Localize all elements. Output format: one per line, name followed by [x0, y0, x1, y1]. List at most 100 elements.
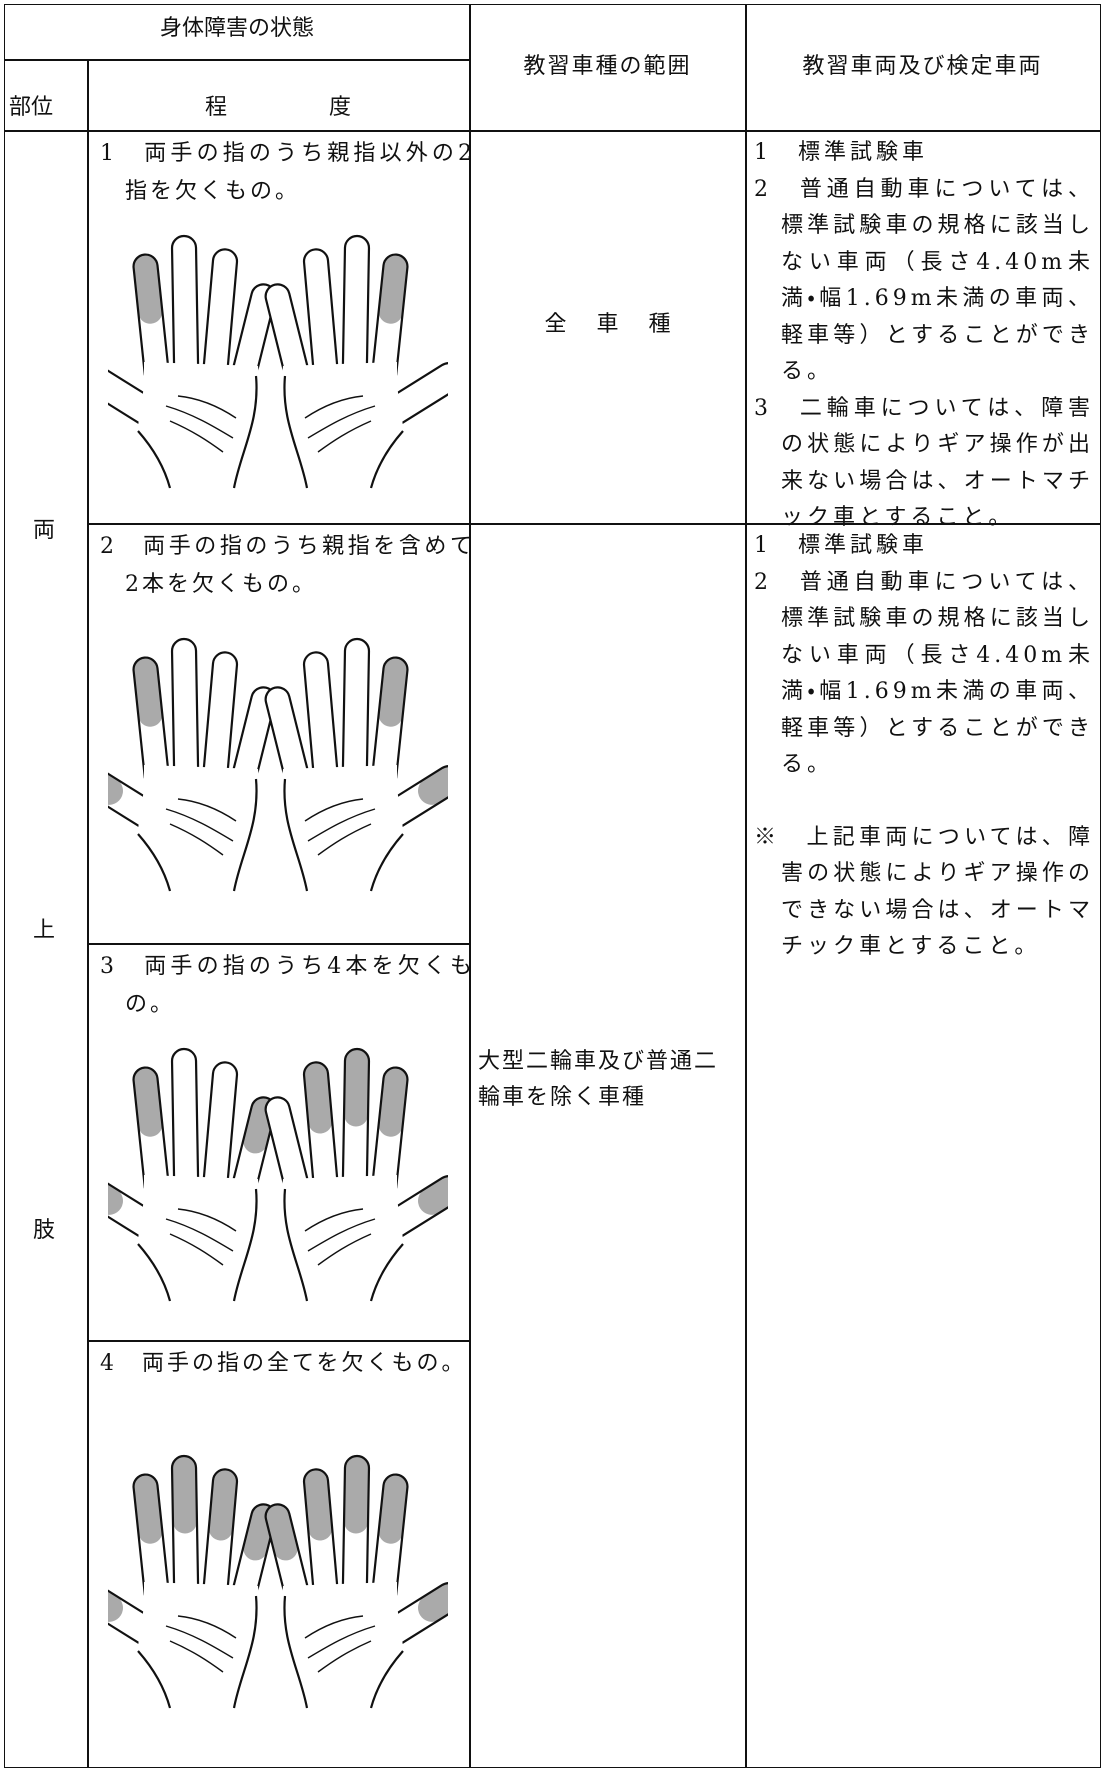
finger — [341, 234, 371, 372]
finger-outline — [170, 234, 200, 370]
finger — [371, 1473, 409, 1597]
hands-illustration — [108, 234, 448, 489]
palm-crease — [165, 1208, 237, 1266]
finger-outline — [380, 1175, 448, 1242]
palm-edge — [283, 1595, 309, 1709]
finger-shape — [204, 1062, 237, 1188]
finger-outline — [380, 1582, 448, 1649]
palm — [281, 765, 403, 891]
missing-finger — [344, 1049, 369, 1127]
part-char: 上 — [33, 918, 56, 943]
palm-edge — [232, 375, 258, 489]
finger-shape — [172, 1049, 198, 1185]
hand — [264, 234, 448, 489]
finger-outline — [341, 234, 371, 370]
finger-shape — [265, 687, 309, 788]
finger — [341, 1454, 371, 1592]
palm — [281, 1582, 403, 1708]
vehicles-item: 1 標準試験車 — [754, 533, 928, 558]
finger-shape — [265, 284, 309, 385]
missing-finger — [208, 1469, 237, 1541]
palm-crease — [165, 395, 237, 453]
part-char: 両 — [33, 518, 56, 543]
finger-outline — [264, 1096, 312, 1198]
palm-crease — [165, 1615, 237, 1673]
finger — [170, 1047, 200, 1185]
finger — [170, 234, 200, 372]
finger — [380, 1175, 448, 1242]
finger-outline — [170, 637, 200, 773]
finger — [170, 1454, 200, 1592]
finger — [132, 656, 170, 780]
finger-outline — [380, 362, 448, 429]
finger-outline — [302, 651, 339, 777]
header-range: 教習車種の範囲 — [523, 54, 692, 79]
finger-outline — [302, 248, 339, 374]
finger-shape — [384, 363, 448, 423]
finger — [132, 1066, 170, 1190]
header-vehicles-cell: 教習車両及び検定車両 — [745, 4, 1101, 132]
finger — [108, 765, 161, 832]
hands-illustration — [108, 637, 448, 892]
finger — [341, 1047, 371, 1185]
palm — [138, 1582, 260, 1708]
finger-outline — [302, 1468, 339, 1594]
header-degree: 程 度 — [204, 95, 391, 120]
range-text: 全 車 種 — [544, 312, 675, 337]
vehicles-cell: 1 標準試験車 2 普通自動車については、標準試験車の規格に該当しない車両（長さ… — [745, 130, 1101, 530]
range-cell: 大型二輪車及び普通二輪車を除く車種 — [469, 523, 747, 1768]
header-condition: 身体障害の状態 — [159, 16, 314, 41]
palm-edge — [283, 1188, 309, 1302]
palm-crease — [304, 1615, 376, 1673]
header-condition-cell: 身体障害の状態 — [4, 4, 471, 61]
vehicles-item: 1 標準試験車 — [754, 140, 928, 165]
palm-edge — [137, 1243, 172, 1302]
palm-edge — [369, 833, 404, 892]
finger — [202, 1061, 239, 1188]
palm-crease — [304, 395, 376, 453]
hand — [108, 1047, 277, 1302]
finger — [108, 362, 161, 429]
finger — [380, 765, 448, 832]
missing-finger — [304, 1062, 333, 1134]
finger — [371, 253, 409, 377]
missing-finger — [344, 1456, 369, 1534]
palm-edge — [232, 1188, 258, 1302]
finger-shape — [172, 639, 198, 775]
finger-shape — [204, 249, 237, 375]
palm-edge — [137, 430, 172, 489]
finger-outline — [202, 1468, 239, 1594]
missing-finger — [133, 1474, 163, 1544]
hand — [264, 1454, 448, 1709]
vehicles-item: 2 普通自動車については、標準試験車の規格に該当しない車両（長さ4.40m未満・… — [754, 569, 1094, 778]
degree-cell: 2 両手の指のうち親指を含めて2本を欠くもの。 — [87, 523, 472, 945]
missing-finger — [378, 254, 408, 324]
vehicles-list: 1 標準試験車 2 普通自動車については、標準試験車の規格に該当しない車両（長さ… — [754, 528, 1094, 966]
degree-cell: 3 両手の指のうち4本を欠くもの。 — [87, 943, 472, 1342]
palm-edge — [283, 375, 309, 489]
header-part-cell: 部位 — [4, 59, 89, 132]
finger-shape — [343, 639, 369, 775]
finger-outline — [264, 1503, 312, 1605]
finger-shape — [172, 236, 198, 372]
missing-finger — [133, 657, 163, 727]
missing-finger — [418, 1176, 448, 1215]
finger-outline — [371, 1066, 409, 1189]
palm-edge — [283, 778, 309, 892]
range-cell: 全 車 種 — [469, 130, 747, 525]
degree-cell: 4 両手の指の全てを欠くもの。 — [87, 1340, 471, 1768]
finger — [302, 248, 339, 375]
finger — [371, 1066, 409, 1190]
finger — [170, 637, 200, 775]
missing-finger — [172, 1456, 197, 1534]
finger-shape — [232, 284, 276, 385]
vehicles-item: ※ 上記車両については、障害の状態によりギア操作のできない場合は、オートマチック… — [754, 824, 1094, 960]
vehicles-item: 3 二輪車については、障害の状態によりギア操作が出来ない場合は、オートマチック車… — [754, 395, 1094, 531]
finger — [132, 1473, 170, 1597]
finger-outline — [132, 1066, 170, 1189]
hands-illustration — [108, 1454, 448, 1709]
finger — [341, 637, 371, 775]
hands-illustration — [108, 1047, 448, 1302]
palm-edge — [369, 430, 404, 489]
finger — [380, 362, 448, 429]
